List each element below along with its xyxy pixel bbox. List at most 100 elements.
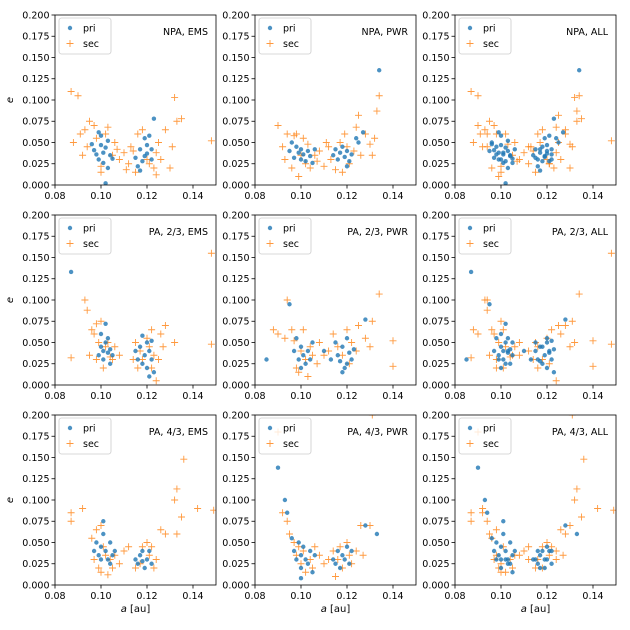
pri-point xyxy=(331,557,336,562)
sec-point xyxy=(557,156,565,163)
pri-point xyxy=(149,357,154,362)
sec-point xyxy=(120,547,128,555)
pri-point xyxy=(503,340,508,345)
pri-point xyxy=(544,142,550,148)
legend-pri-marker xyxy=(267,225,273,231)
y-tick-label: 0.000 xyxy=(222,180,249,191)
legend-sec-label: sec xyxy=(83,39,99,50)
pri-point xyxy=(349,152,354,157)
y-tick-label: 0.125 xyxy=(222,474,249,485)
pri-point xyxy=(494,336,499,341)
y-tick-label: 0.200 xyxy=(422,210,449,221)
x-tick-label: 0.08 xyxy=(244,591,265,602)
pri-point xyxy=(342,154,347,160)
y-tick-label: 0.025 xyxy=(22,159,49,170)
sec-point xyxy=(483,296,491,304)
pri-point xyxy=(487,302,492,307)
sec-point xyxy=(315,551,323,559)
x-tick-label: 0.08 xyxy=(444,191,465,202)
pri-point xyxy=(547,133,552,138)
legend-pri-label: pri xyxy=(483,224,496,235)
sec-point xyxy=(173,485,181,493)
sec-point xyxy=(357,522,365,529)
pri-point xyxy=(333,147,338,152)
pri-point xyxy=(354,136,359,141)
y-tick-label: 0.150 xyxy=(422,453,449,464)
pri-point xyxy=(140,333,145,338)
pri-point xyxy=(496,130,501,135)
sec-point xyxy=(467,509,475,517)
sec-point xyxy=(115,156,123,163)
pri-point xyxy=(296,540,301,545)
pri-point xyxy=(505,336,511,341)
panel-title: NPA, PWR xyxy=(362,27,409,38)
pri-point xyxy=(542,353,547,358)
pri-point xyxy=(98,544,104,549)
y-tick-label: 0.125 xyxy=(22,74,49,85)
sec-point xyxy=(67,88,75,95)
sec-point xyxy=(325,143,333,151)
sec-point xyxy=(557,526,565,534)
legend-sec-marker xyxy=(466,240,474,247)
sec-point xyxy=(361,334,369,342)
pri-point xyxy=(344,544,350,549)
legend-box xyxy=(258,417,312,455)
sec-point xyxy=(329,547,337,555)
sec-point xyxy=(286,530,293,538)
pri-point xyxy=(103,181,108,185)
legend-box xyxy=(58,217,112,255)
sec-point xyxy=(578,513,585,521)
pri-point xyxy=(498,544,504,549)
pri-point xyxy=(335,548,340,554)
sec-point xyxy=(561,322,569,329)
sec-point xyxy=(366,140,374,148)
sec-point xyxy=(525,160,533,168)
y-tick-label: 0.175 xyxy=(22,32,49,43)
pri-point xyxy=(501,531,506,537)
sec-point xyxy=(483,130,491,138)
x-tick-label: 0.12 xyxy=(536,191,557,202)
pri-point xyxy=(347,159,352,164)
pri-point xyxy=(547,350,552,355)
x-tick-label: 0.12 xyxy=(536,591,557,602)
sec-point xyxy=(580,455,588,463)
sec-point xyxy=(320,560,328,568)
axes-frame xyxy=(254,414,417,586)
legend-sec-label: sec xyxy=(283,39,299,50)
sec-point xyxy=(152,149,160,157)
legend-pri-label: pri xyxy=(83,224,96,235)
pri-point xyxy=(105,350,111,355)
pri-point xyxy=(551,347,557,352)
sec-point xyxy=(292,130,300,138)
pri-point xyxy=(140,159,145,164)
legend: pri sec xyxy=(58,417,112,455)
pri-point xyxy=(144,340,150,345)
sec-point xyxy=(352,123,360,131)
x-tick-label: 0.08 xyxy=(44,191,65,202)
legend-pri-marker xyxy=(67,225,73,231)
pri-point xyxy=(494,540,499,545)
sec-point xyxy=(486,530,493,538)
pri-point xyxy=(310,340,315,345)
sec-point xyxy=(320,162,328,170)
sec-point xyxy=(497,317,505,325)
pri-point xyxy=(110,353,115,358)
sec-point xyxy=(490,330,498,338)
pri-point xyxy=(303,557,308,562)
axes-frame xyxy=(54,214,217,386)
axes-frame xyxy=(54,414,217,586)
pri-point xyxy=(498,565,504,571)
y-tick-label: 0.100 xyxy=(222,95,249,106)
pri-point xyxy=(98,142,104,148)
pri-point xyxy=(133,557,138,562)
pri-point xyxy=(491,155,497,160)
pri-point xyxy=(510,340,515,345)
y-tick-label: 0.150 xyxy=(422,253,449,264)
pri-point xyxy=(510,160,515,166)
sec-point xyxy=(283,517,291,525)
sec-point xyxy=(578,115,585,123)
sec-point xyxy=(589,337,597,345)
x-tick-label: 0.10 xyxy=(90,191,111,202)
sec-point xyxy=(288,164,296,172)
sec-point xyxy=(336,139,344,146)
